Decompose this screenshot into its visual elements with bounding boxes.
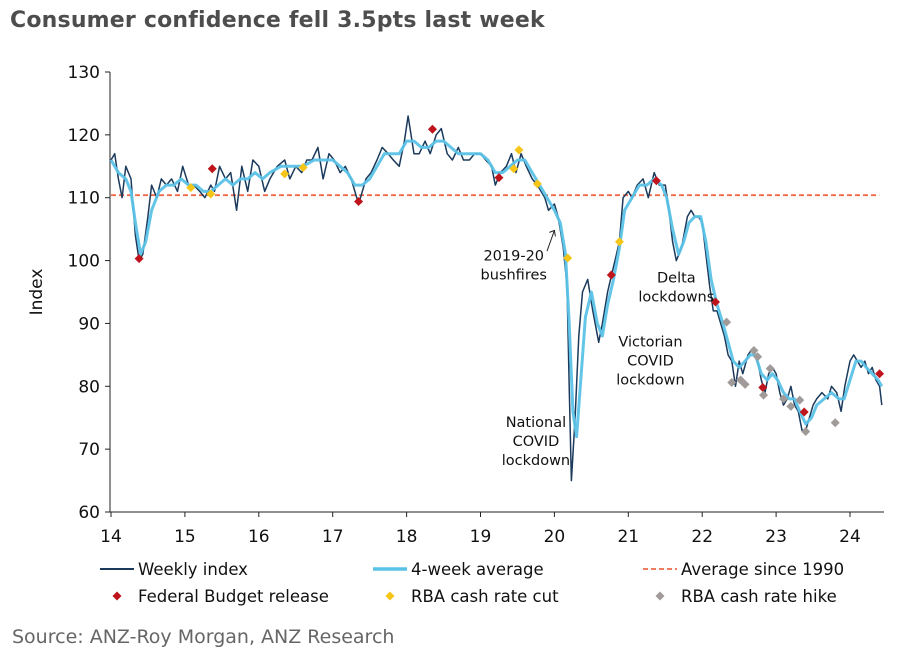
annotation-line: COVID [627,354,674,370]
y-tick-label: 120 [68,126,100,146]
rate-hike-marker [759,390,769,400]
budget-marker [799,407,809,417]
annotation-line: COVID [513,434,560,450]
legend-swatch [112,591,122,601]
annotation: National COVID lockdown [502,415,570,469]
rate-hike-marker [786,401,796,411]
rate-hike-marker [727,378,737,388]
rate-hike-marker [795,395,805,405]
legend-item: Weekly index [100,560,248,579]
annotation: Delta lockdowns [638,271,714,306]
annotation-line: lockdown [502,453,570,469]
chart-series [109,115,884,482]
annotation-line: Victorian [618,335,682,351]
rate-cut-marker [509,164,519,174]
budget-marker [651,176,661,186]
rate-hike-marker [778,394,788,404]
budget-marker [354,196,364,206]
legend-item: 4-week average [373,560,544,579]
budget-marker [494,173,504,183]
legend-label: RBA cash rate cut [411,587,559,606]
x-tick-label: 24 [839,527,861,547]
y-tick-label: 130 [68,63,100,83]
series-4-week-average [109,139,884,439]
annotation: 2019-20 bushfires [481,249,547,284]
rate-hike-marker [830,418,840,428]
x-tick-label: 22 [691,527,713,547]
y-tick-label: 90 [78,314,100,334]
rate-cut-marker [280,169,290,179]
x-tick-label: 14 [100,527,122,547]
annotation-line: lockdowns [638,290,714,306]
annotation-line: National [506,415,566,431]
annotation-line: bushfires [481,268,547,284]
rate-hike-marker [740,379,750,389]
rate-hike-marker [722,317,732,327]
page-title: Consumer confidence fell 3.5pts last wee… [10,8,545,33]
budget-marker [758,383,768,393]
budget-marker [606,270,616,280]
x-tick-label: 15 [174,527,196,547]
legend-item: Average since 1990 [643,560,844,579]
y-tick-label: 70 [78,440,100,460]
chart-markers [134,124,885,437]
rate-cut-marker [298,163,308,173]
budget-marker [427,124,437,134]
y-tick-label: 80 [78,377,100,397]
rate-cut-marker [206,189,216,199]
series-weekly-index [110,115,883,482]
legend-swatch [655,591,665,601]
y-tick-label: 100 [68,252,100,272]
legend-label: RBA cash rate hike [681,587,837,606]
budget-marker [134,254,144,264]
budget-marker [711,297,721,307]
rate-cut-marker [614,237,624,247]
legend-label: Federal Budget release [138,587,329,606]
budget-marker [207,164,217,174]
x-tick-label: 18 [396,527,418,547]
rate-cut-marker [532,179,542,189]
source-note: Source: ANZ-Roy Morgan, ANZ Research [12,626,395,648]
chart-axes: 60 70 80 90 100 110 120 130 14 15 16 17 18 19 20 21 22 23… [27,63,884,547]
rate-hike-marker [801,427,811,437]
x-tick-label: 17 [322,527,344,547]
y-axis-label: Index [27,269,47,316]
annotation-line: lockdown [616,373,684,389]
rate-cut-marker [563,253,573,263]
y-tick-label: 110 [68,189,100,209]
rate-hike-marker [753,352,763,362]
rate-hike-marker [749,345,759,355]
legend-item: RBA cash rate cut [385,587,559,606]
rate-cut-marker [186,183,196,193]
x-tick-label: 16 [248,527,270,547]
annotation: Victorian COVID lockdown [616,335,684,389]
legend-label: 4-week average [411,560,544,579]
y-tick-label: 60 [78,503,100,523]
budget-marker [875,369,885,379]
annotation-line: 2019-20 [483,249,544,265]
legend-label: Average since 1990 [681,560,844,579]
x-tick-label: 23 [765,527,787,547]
chart-legend: Weekly index 4-week average Average since … [100,560,844,606]
legend-label: Weekly index [138,560,248,579]
legend-swatch [385,591,395,601]
rate-hike-marker [765,364,775,374]
annotation-arrow [546,230,555,252]
legend-item: RBA cash rate hike [655,587,837,606]
annotation-line: Delta [657,271,696,287]
x-tick-label: 21 [617,527,639,547]
x-tick-label: 19 [470,527,492,547]
x-tick-label: 20 [544,527,566,547]
legend-item: Federal Budget release [112,587,329,606]
rate-cut-marker [514,145,524,155]
annotation-arrowhead [549,229,556,237]
